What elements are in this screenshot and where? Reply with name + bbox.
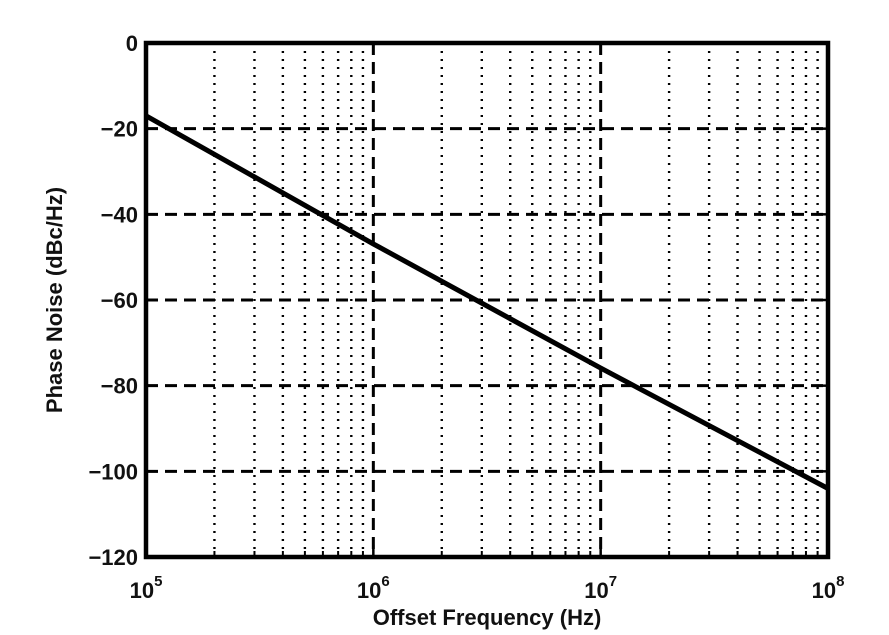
x-tick-exponent: 7 — [609, 573, 617, 590]
y-tick-label: −20 — [101, 117, 138, 142]
x-axis-label: Offset Frequency (Hz) — [373, 605, 602, 630]
y-tick-label: 0 — [126, 31, 138, 56]
tick-marks — [144, 41, 830, 559]
x-tick-exponent: 5 — [154, 573, 162, 590]
y-tick-label: −100 — [88, 459, 138, 484]
x-tick-base: 10 — [357, 578, 381, 603]
x-tick-base: 10 — [130, 578, 154, 603]
series-line-0 — [144, 113, 830, 491]
x-tick-label: 107 — [584, 573, 617, 603]
y-tick-label: −40 — [101, 202, 138, 227]
x-tick-base: 10 — [584, 578, 608, 603]
grid-lines — [146, 43, 828, 557]
x-tick-label: 106 — [357, 573, 390, 603]
y-tick-label: −80 — [101, 374, 138, 399]
x-tick-base: 10 — [812, 578, 836, 603]
y-tick-labels: 0 −20 −40 −60 −80 −100 −120 — [88, 31, 138, 570]
x-tick-labels: 105 106 107 108 — [130, 573, 845, 603]
x-tick-exponent: 8 — [836, 573, 844, 590]
series-layer — [144, 113, 830, 491]
x-tick-label: 105 — [130, 573, 163, 603]
y-tick-label: −120 — [88, 545, 138, 570]
x-tick-label: 108 — [812, 573, 845, 603]
x-tick-exponent: 6 — [381, 573, 389, 590]
y-tick-label: −60 — [101, 288, 138, 313]
y-axis-label: Phase Noise (dBc/Hz) — [42, 187, 67, 413]
